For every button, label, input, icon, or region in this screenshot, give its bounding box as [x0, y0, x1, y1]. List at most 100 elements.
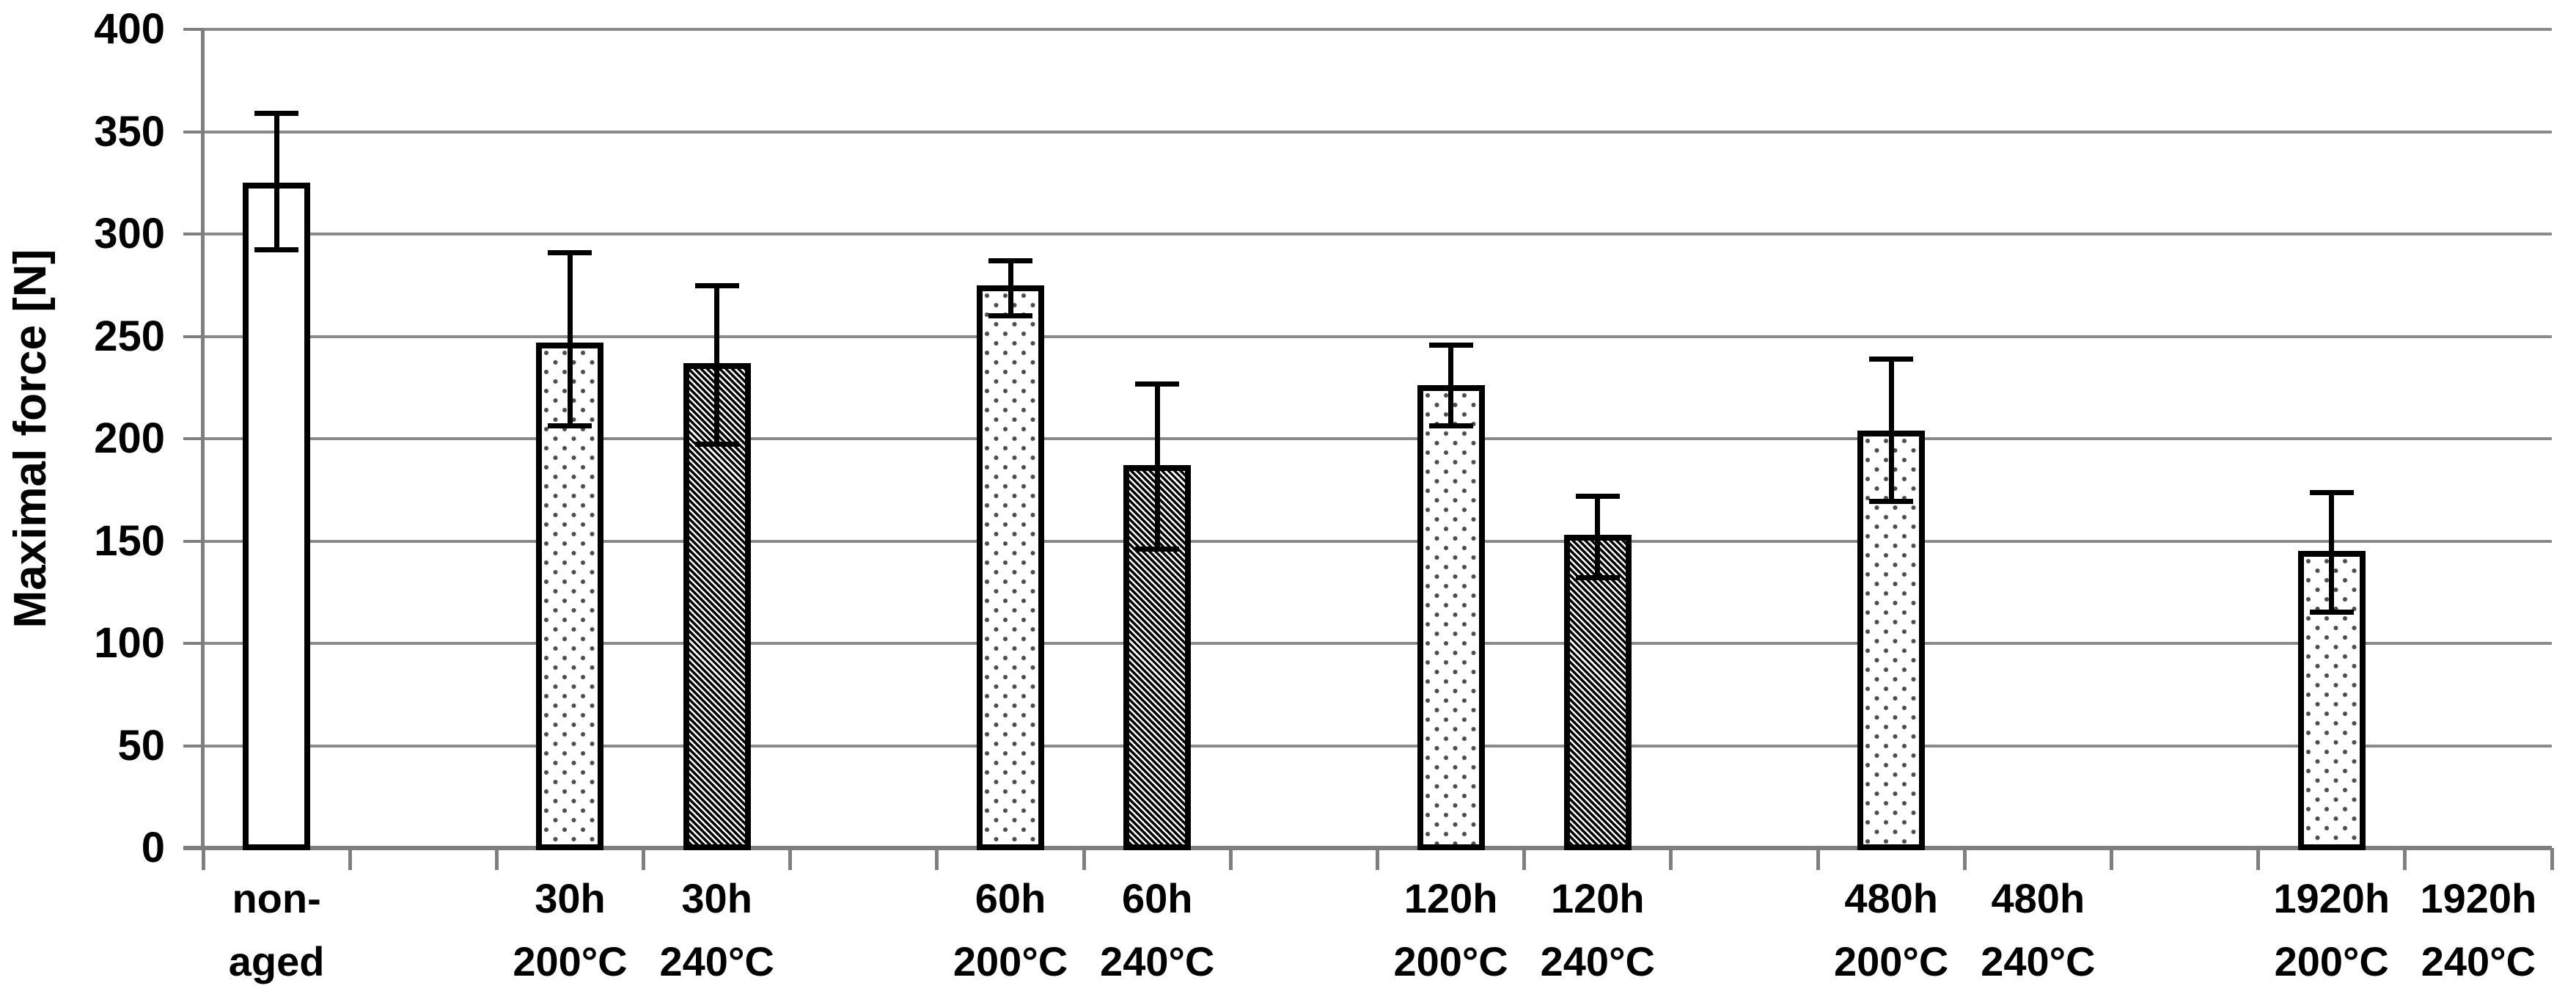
- x-tick-10: [1669, 848, 1673, 870]
- gridline-250: [203, 335, 2552, 338]
- error-bar-cap-top-1: [548, 250, 592, 256]
- category-label-line: 240°C: [659, 938, 774, 984]
- y-tick-label-0: 0: [141, 824, 165, 871]
- x-tick-4: [788, 848, 793, 870]
- x-tick-12: [1962, 848, 1967, 870]
- category-label-line: 120h: [1550, 875, 1645, 921]
- error-bar-cap-top-4: [1135, 381, 1180, 387]
- category-label-line: 200°C: [2274, 938, 2389, 984]
- error-bar-cap-bottom-9: [2309, 610, 2354, 615]
- x-tick-7: [1228, 848, 1233, 870]
- error-bar-cap-top-7: [1869, 357, 1914, 362]
- error-bar-cap-bottom-5: [1428, 423, 1473, 429]
- error-bar-cap-top-0: [254, 111, 299, 117]
- x-axis-line: [183, 846, 2552, 850]
- category-label-line: aged: [228, 938, 325, 984]
- category-label-10: 1920h 240°C: [2405, 867, 2552, 993]
- y-axis-line: [201, 29, 205, 848]
- gridline-150: [203, 539, 2552, 543]
- error-bar-line-7: [1888, 359, 1894, 503]
- x-tick-0: [201, 848, 205, 870]
- category-label-5: 120h 200°C: [1378, 867, 1524, 993]
- category-label-1: 30h 200°C: [496, 867, 643, 993]
- x-tick-13: [2109, 848, 2113, 870]
- x-tick-6: [1082, 848, 1086, 870]
- y-tick-label-100: 100: [94, 619, 165, 667]
- category-label-8: 480h 240°C: [1964, 867, 2111, 993]
- error-bar-line-2: [714, 285, 720, 445]
- category-label-line: 120h: [1403, 875, 1498, 921]
- error-bar-cap-bottom-4: [1135, 546, 1180, 552]
- x-tick-5: [935, 848, 939, 870]
- category-label-line: 60h: [975, 875, 1046, 921]
- error-bar-cap-bottom-3: [988, 313, 1033, 318]
- y-tick-300: [183, 233, 203, 235]
- y-tick-50: [183, 744, 203, 748]
- x-tick-9: [1522, 848, 1527, 870]
- bar-6: [1563, 535, 1632, 850]
- category-label-line: 240°C: [1981, 938, 2096, 984]
- bar-5: [1417, 385, 1485, 850]
- y-tick-400: [183, 28, 203, 31]
- category-label-0: non-aged: [203, 867, 350, 993]
- category-label-line: 30h: [681, 875, 752, 921]
- category-label-line: 1920h: [2420, 875, 2537, 921]
- category-label-line: 30h: [535, 875, 606, 921]
- error-bar-line-9: [2329, 491, 2335, 613]
- y-tick-100: [183, 642, 203, 645]
- category-label-line: 200°C: [513, 938, 628, 984]
- y-tick-350: [183, 130, 203, 134]
- category-label-line: 480h: [1991, 875, 2085, 921]
- x-tick-8: [1376, 848, 1379, 870]
- y-tick-200: [183, 437, 203, 440]
- bar-7: [1857, 430, 1926, 850]
- gridline-350: [203, 130, 2552, 134]
- y-tick-label-350: 350: [94, 107, 165, 156]
- x-tick-2: [494, 848, 499, 870]
- error-bar-cap-bottom-6: [1575, 574, 1620, 580]
- category-label-line: 200°C: [1393, 938, 1508, 984]
- error-bar-line-3: [1008, 260, 1013, 316]
- x-tick-3: [642, 848, 646, 870]
- y-tick-label-50: 50: [117, 721, 165, 770]
- category-label-2: 30h 240°C: [644, 867, 790, 993]
- gridline-400: [203, 28, 2552, 31]
- error-bar-line-6: [1595, 496, 1601, 578]
- x-tick-16: [2550, 848, 2554, 870]
- error-bar-cap-bottom-2: [694, 442, 739, 447]
- error-bar-line-5: [1448, 344, 1454, 427]
- error-bar-cap-bottom-1: [548, 423, 592, 429]
- x-tick-1: [348, 848, 352, 870]
- gridline-300: [203, 233, 2552, 235]
- gridline-50: [203, 744, 2552, 748]
- error-bar-cap-top-3: [988, 258, 1033, 264]
- error-bar-cap-bottom-0: [254, 247, 299, 253]
- bar-0: [243, 183, 311, 850]
- y-tick-label-300: 300: [94, 210, 165, 257]
- error-bar-cap-bottom-7: [1869, 499, 1914, 505]
- category-label-line: 200°C: [1834, 938, 1949, 984]
- y-tick-150: [183, 539, 203, 543]
- error-bar-line-0: [274, 113, 279, 251]
- category-label-7: 480h 200°C: [1818, 867, 1964, 993]
- error-bar-cap-top-6: [1575, 494, 1620, 500]
- category-label-line: 240°C: [1540, 938, 1655, 984]
- category-label-line: 1920h: [2273, 875, 2390, 921]
- y-tick-250: [183, 335, 203, 338]
- error-bar-line-4: [1154, 383, 1160, 549]
- category-label-line: 200°C: [953, 938, 1068, 984]
- category-label-line: 480h: [1844, 875, 1938, 921]
- y-tick-label-150: 150: [94, 516, 165, 565]
- error-bar-line-1: [567, 252, 573, 427]
- y-tick-label-400: 400: [94, 5, 165, 53]
- error-bar-cap-top-5: [1428, 342, 1473, 348]
- x-tick-11: [1816, 848, 1820, 870]
- category-label-line: 60h: [1121, 875, 1193, 921]
- category-label-3: 60h 200°C: [937, 867, 1084, 993]
- gridline-200: [203, 437, 2552, 440]
- y-tick-label-200: 200: [94, 414, 165, 462]
- x-tick-14: [2256, 848, 2261, 870]
- bar-3: [977, 285, 1045, 850]
- y-tick-label-250: 250: [94, 312, 165, 360]
